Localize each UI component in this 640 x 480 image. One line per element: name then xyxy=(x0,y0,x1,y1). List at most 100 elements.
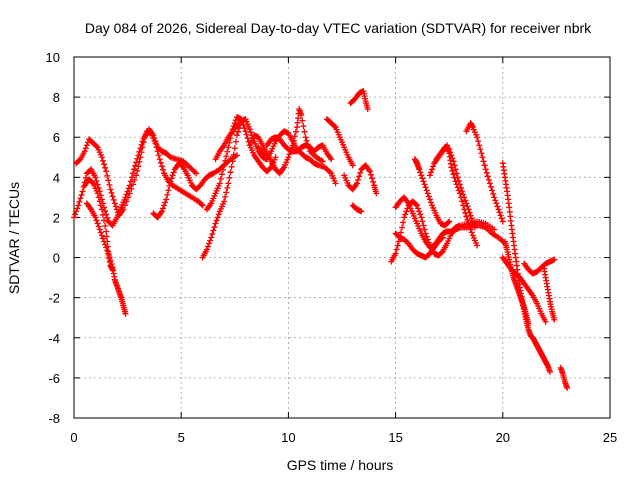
data-point xyxy=(466,209,473,216)
data-point xyxy=(302,134,309,141)
data-point xyxy=(465,220,472,227)
x-axis-label: GPS time / hours xyxy=(287,457,394,473)
x-tick-label: 10 xyxy=(281,430,295,445)
data-point xyxy=(402,211,409,218)
data-point xyxy=(423,187,430,194)
data-point xyxy=(225,144,232,151)
data-point xyxy=(106,254,113,261)
series-track-27 xyxy=(540,262,558,323)
data-point xyxy=(104,247,111,254)
data-point xyxy=(152,140,159,147)
data-point xyxy=(132,162,139,169)
data-point xyxy=(134,155,141,162)
series-track-22 xyxy=(463,120,506,225)
data-point xyxy=(369,175,376,182)
series-track-18 xyxy=(392,230,446,261)
data-point xyxy=(438,249,445,256)
data-point xyxy=(76,198,83,205)
data-point xyxy=(198,201,205,208)
data-point xyxy=(525,320,532,327)
data-point xyxy=(95,223,102,230)
data-point xyxy=(95,194,102,201)
data-point xyxy=(242,128,249,135)
data-point xyxy=(237,119,244,126)
data-point xyxy=(93,143,100,150)
data-point xyxy=(484,173,491,180)
data-point xyxy=(447,149,454,156)
data-point xyxy=(499,218,506,225)
data-point xyxy=(106,181,113,188)
data-point xyxy=(136,148,143,155)
data-point xyxy=(163,196,170,203)
plot-frame xyxy=(73,56,611,419)
x-tick-label: 0 xyxy=(70,430,77,445)
data-point xyxy=(211,223,218,230)
data-point xyxy=(418,172,425,179)
data-point xyxy=(94,181,101,188)
series-track-12 xyxy=(323,116,356,169)
data-point xyxy=(349,162,356,169)
data-point xyxy=(497,212,504,219)
series-track-28 xyxy=(557,364,571,391)
data-point xyxy=(81,148,88,155)
data-point xyxy=(82,174,89,181)
data-point xyxy=(285,154,292,161)
data-point xyxy=(392,250,399,257)
data-point xyxy=(417,211,424,218)
data-point xyxy=(93,217,100,224)
data-point xyxy=(97,202,104,209)
data-point xyxy=(478,150,485,157)
data-point xyxy=(301,128,308,135)
y-tick-label: 6 xyxy=(53,130,60,145)
data-point xyxy=(477,146,484,153)
data-point xyxy=(107,186,114,193)
data-point xyxy=(102,241,109,248)
data-point xyxy=(460,191,467,198)
data-point xyxy=(468,229,475,236)
series-track-08 xyxy=(212,118,245,163)
series-track-21 xyxy=(433,144,478,231)
data-point xyxy=(476,142,483,149)
data-point xyxy=(228,163,235,170)
data-point xyxy=(463,200,470,207)
data-point xyxy=(485,176,492,183)
data-point xyxy=(364,106,371,113)
data-point xyxy=(331,123,338,130)
grid xyxy=(74,57,610,418)
data-point xyxy=(417,169,424,176)
data-point xyxy=(425,193,432,200)
x-tick-label: 20 xyxy=(496,430,510,445)
data-point xyxy=(108,189,115,196)
data-points xyxy=(71,88,571,391)
data-point xyxy=(459,198,466,205)
data-point xyxy=(103,233,110,240)
data-point xyxy=(298,112,305,119)
data-point xyxy=(493,200,500,207)
data-point xyxy=(199,202,206,209)
data-point xyxy=(102,207,109,214)
data-point xyxy=(474,242,481,249)
series-track-07 xyxy=(203,114,279,213)
data-point xyxy=(104,172,111,179)
data-point xyxy=(153,144,160,151)
series-track-05 xyxy=(150,152,240,221)
data-point xyxy=(366,168,373,175)
data-point xyxy=(243,131,250,138)
data-point xyxy=(456,181,463,188)
data-point xyxy=(222,157,229,164)
data-point xyxy=(483,169,490,176)
data-point xyxy=(161,202,168,209)
data-point xyxy=(223,189,230,196)
data-point xyxy=(168,175,175,182)
data-point xyxy=(79,188,86,195)
data-point xyxy=(231,145,238,152)
y-tick-label: 10 xyxy=(46,50,60,65)
y-tick-label: -8 xyxy=(48,411,60,426)
data-point xyxy=(133,159,140,166)
data-point xyxy=(99,157,106,164)
data-point xyxy=(99,235,106,242)
data-point xyxy=(166,182,173,189)
data-point xyxy=(494,203,501,210)
data-point xyxy=(99,211,106,218)
data-point xyxy=(463,213,470,220)
